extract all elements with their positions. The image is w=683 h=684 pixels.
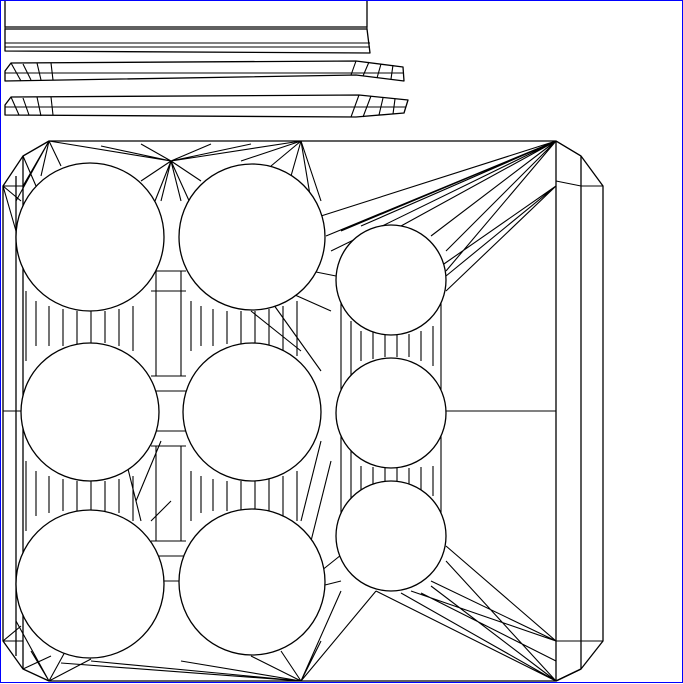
strip-group <box>4 1 409 118</box>
top-strip <box>4 1 371 54</box>
hole-small <box>335 224 447 336</box>
bottom-strip <box>4 94 409 118</box>
triangulation-fans <box>2 140 557 682</box>
hole-small <box>335 357 447 469</box>
hole-large <box>15 509 165 659</box>
hole-large <box>178 163 326 311</box>
hole-small <box>335 480 447 592</box>
hole-large <box>20 342 160 482</box>
middle-strip <box>4 60 405 82</box>
hole-large <box>178 508 326 656</box>
holes <box>15 162 447 659</box>
hole-large <box>182 342 322 482</box>
hole-large <box>15 162 165 312</box>
